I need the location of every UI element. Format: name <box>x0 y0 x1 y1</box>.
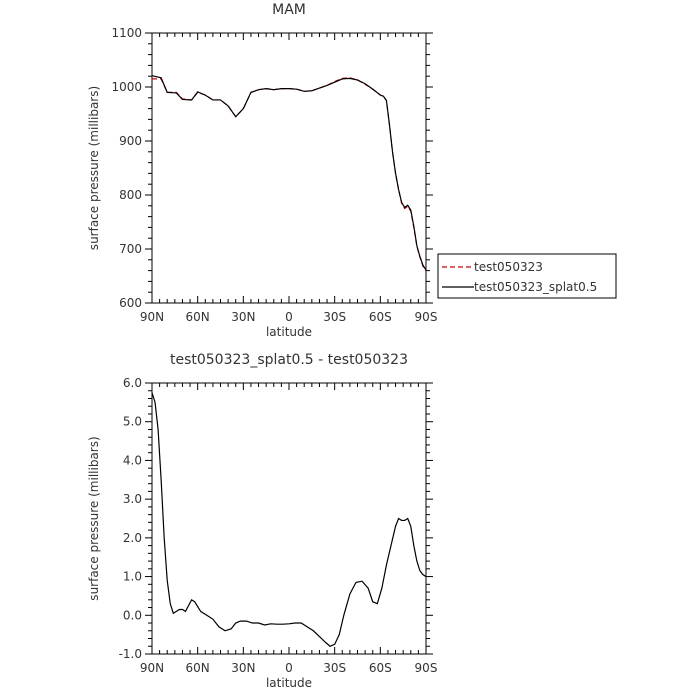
x-tick-label: 90N <box>140 310 164 324</box>
y-tick-label: 800 <box>119 188 142 202</box>
legend-frame <box>437 253 617 299</box>
chart-panel-1: MAM 90N 60N 30N 0 30S 60S 90S 600 700 800 900 1000 11… <box>87 2 617 339</box>
y-tick-label: 1000 <box>111 80 142 94</box>
x-tick-label: 90S <box>415 310 438 324</box>
y-tick-label: 900 <box>119 134 142 148</box>
x-axis-title: latitude <box>266 676 312 690</box>
plot-frame <box>151 32 427 304</box>
x-tick-label: 30S <box>323 310 346 324</box>
legend-label-2: test050323_splat0.5 <box>474 280 597 294</box>
chart-panel-2: test050323_splat0.5 - test050323 90N 60N 30… <box>87 352 437 690</box>
chart-title: MAM <box>272 2 306 18</box>
x-tick-label: 30N <box>231 661 255 675</box>
x-tick-label: 60N <box>186 310 210 324</box>
legend-label-1: test050323 <box>474 260 543 274</box>
x-tick-label: 60S <box>369 661 392 675</box>
plot-frame <box>151 382 427 655</box>
y-tick-label: 1.0 <box>123 570 142 584</box>
x-tick-label: 60S <box>369 310 392 324</box>
x-tick-label: 30S <box>323 661 346 675</box>
legend: test050323 test050323_splat0.5 <box>437 253 617 299</box>
x-tick-label: 0 <box>285 661 293 675</box>
series-line-1 <box>152 392 426 647</box>
chart-title: test050323_splat0.5 - test050323 <box>170 352 408 368</box>
y-tick-label: 2.0 <box>123 531 142 545</box>
y-tick-label: 3.0 <box>123 492 142 506</box>
y-tick-label: 600 <box>119 296 142 310</box>
y-axis-title: surface pressure (millibars) <box>87 436 101 600</box>
y-tick-label: 4.0 <box>123 453 142 467</box>
y-tick-label: 1100 <box>111 26 142 40</box>
y-axis-title: surface pressure (millibars) <box>87 86 101 250</box>
y-tick-label: -1.0 <box>119 647 142 661</box>
y-tick-label: 6.0 <box>123 376 142 390</box>
x-tick-label: 0 <box>285 310 293 324</box>
y-tick-label: 700 <box>119 242 142 256</box>
x-tick-label: 60N <box>186 661 210 675</box>
series-line-1 <box>152 77 426 271</box>
series-line-2 <box>152 75 426 271</box>
x-tick-label: 90N <box>140 661 164 675</box>
y-tick-label: 5.0 <box>123 415 142 429</box>
y-tick-label: 0.0 <box>123 608 142 622</box>
x-axis-title: latitude <box>266 325 312 339</box>
x-tick-label: 30N <box>231 310 255 324</box>
x-tick-label: 90S <box>415 661 438 675</box>
